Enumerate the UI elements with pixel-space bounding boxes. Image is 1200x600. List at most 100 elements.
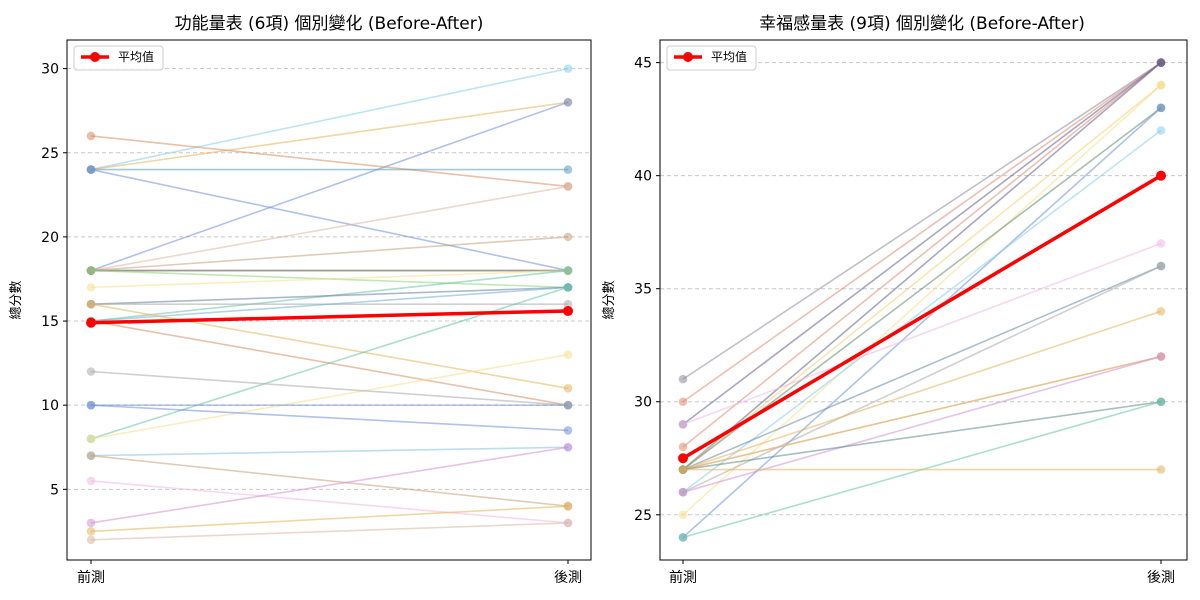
x-tick-label: 後測 xyxy=(1147,570,1175,586)
y-tick-label: 25 xyxy=(41,146,59,162)
series-line xyxy=(682,61,1162,471)
series-point xyxy=(86,266,96,275)
y-tick-label: 15 xyxy=(41,314,59,330)
series-point xyxy=(563,501,573,511)
individual-series xyxy=(86,501,573,536)
legend-marker xyxy=(683,52,693,62)
series-point xyxy=(563,426,573,435)
series-point xyxy=(1156,239,1166,248)
series-point xyxy=(86,451,96,460)
series-point xyxy=(563,165,573,174)
series-line xyxy=(682,84,1162,471)
series-line xyxy=(90,185,569,272)
right-chart-wellbeing-scale: 幸福感量表 (9項) 個別變化 (Before-After) 25 30 35 40 45… xyxy=(601,14,1188,586)
series-point xyxy=(86,367,96,376)
individual-series xyxy=(86,476,573,528)
series-line xyxy=(90,101,569,171)
legend-box xyxy=(73,45,164,71)
y-tick-label: 35 xyxy=(634,282,652,298)
series-point xyxy=(86,434,96,444)
series-line xyxy=(682,61,1162,380)
legend-marker xyxy=(90,52,100,62)
series-point xyxy=(86,165,96,174)
series-point xyxy=(678,533,688,542)
individual-series xyxy=(86,400,573,435)
individual-series xyxy=(86,182,573,275)
series-line xyxy=(90,168,569,272)
series-line xyxy=(682,310,1162,471)
series-line xyxy=(90,67,569,171)
y-axis-label: 總分數 xyxy=(601,280,617,319)
mean-line xyxy=(682,174,1162,460)
series-point xyxy=(86,283,96,292)
y-tick-label: 45 xyxy=(634,56,652,72)
series-line xyxy=(90,101,569,272)
chart-title: 幸福感量表 (9項) 個別變化 (Before-After) xyxy=(759,14,1085,34)
series-point xyxy=(678,465,688,474)
individual-series xyxy=(86,367,573,410)
x-tick-label: 後測 xyxy=(554,570,582,586)
series-line xyxy=(682,265,1162,471)
series-point xyxy=(678,487,688,497)
y-tick-label: 5 xyxy=(50,482,59,498)
series-point xyxy=(563,232,573,242)
series-line xyxy=(90,269,569,289)
mean-point xyxy=(1156,170,1166,181)
individual-series xyxy=(678,465,1166,474)
series-line xyxy=(90,303,569,390)
series-line xyxy=(90,404,569,432)
series-point xyxy=(86,476,96,486)
series-line xyxy=(682,107,1162,538)
series-line xyxy=(682,242,1162,426)
series-line xyxy=(90,286,569,306)
individual-series xyxy=(678,58,1166,452)
series-point xyxy=(86,535,96,545)
legend-box xyxy=(666,45,757,71)
individual-series xyxy=(678,58,1166,407)
y-tick-label: 20 xyxy=(41,230,59,246)
individual-series xyxy=(86,518,573,545)
y-tick-label: 10 xyxy=(41,398,59,414)
individual-series xyxy=(678,352,1166,474)
series-point xyxy=(86,131,96,141)
y-tick-label: 30 xyxy=(634,395,652,411)
series-line xyxy=(682,400,1162,471)
series-line xyxy=(682,265,1162,493)
individual-series xyxy=(86,232,573,275)
series-line xyxy=(90,480,569,524)
series-point xyxy=(563,283,573,292)
series-point xyxy=(563,384,573,393)
series-point xyxy=(1156,397,1166,407)
series-point xyxy=(563,400,573,410)
series-point xyxy=(86,400,96,410)
series-line xyxy=(90,286,569,322)
series-line xyxy=(90,446,569,524)
series-point xyxy=(1156,261,1166,271)
series-point xyxy=(563,518,573,528)
series-point xyxy=(678,510,688,520)
y-axis-label: 總分數 xyxy=(8,280,24,319)
individual-series xyxy=(86,97,573,275)
series-point xyxy=(563,182,573,191)
individual-series xyxy=(86,97,573,174)
individual-series xyxy=(678,261,1166,474)
series-line xyxy=(90,370,569,406)
series-point xyxy=(1156,103,1166,113)
series-point xyxy=(563,299,573,309)
series-line xyxy=(90,286,569,440)
series-line xyxy=(90,353,569,440)
series-point xyxy=(1156,58,1166,67)
series-point xyxy=(86,518,96,528)
individual-series xyxy=(678,103,1166,542)
series-point xyxy=(1156,307,1166,316)
series-line xyxy=(90,236,569,272)
individual-series xyxy=(678,307,1166,474)
series-line xyxy=(682,61,1162,425)
legend-label: 平均值 xyxy=(118,49,154,64)
individual-series xyxy=(86,165,573,174)
series-point xyxy=(1156,465,1166,474)
individual-series xyxy=(86,350,573,444)
plot-frame xyxy=(66,39,592,561)
plot-frame xyxy=(659,39,1188,561)
series-point xyxy=(563,97,573,107)
